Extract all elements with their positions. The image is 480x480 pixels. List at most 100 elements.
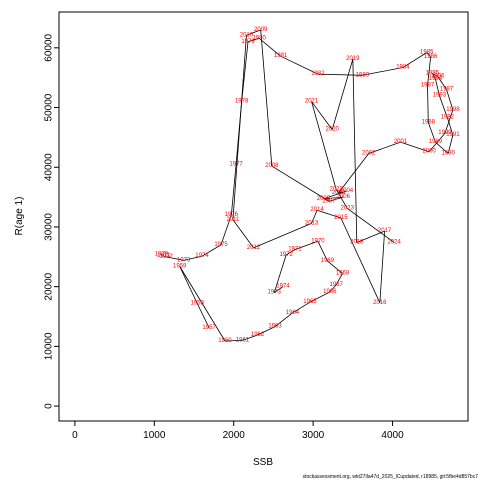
trajectory-segment	[431, 73, 436, 80]
year-label: 1988	[422, 119, 436, 125]
trajectory-segment-early	[196, 303, 210, 329]
trajectory-segment-early	[317, 241, 328, 262]
year-label: 1969	[321, 258, 335, 264]
year-label: 1994	[429, 76, 443, 82]
year-label: 1990	[441, 151, 455, 157]
year-label: 2014	[310, 207, 324, 213]
trajectory-segment	[230, 164, 237, 216]
x-tick-label: 2000	[223, 430, 246, 441]
year-label: 2019	[346, 56, 360, 62]
year-label: 1983	[356, 72, 370, 78]
footnote: stockassessment.org, wkt27Ila47d_2025_lC…	[303, 474, 479, 480]
year-label: 2022	[329, 186, 343, 192]
trajectory-segment-early	[257, 326, 276, 336]
trajectory-segment	[426, 52, 431, 58]
trajectory-segment	[435, 78, 440, 96]
year-label: 1972	[160, 254, 174, 260]
trajectory-segment	[427, 85, 429, 123]
x-tick-label: 1000	[143, 430, 166, 441]
x-axis-label: SSB	[253, 457, 273, 468]
year-label: 1958	[191, 300, 205, 306]
year-label: 1975	[214, 242, 228, 248]
year-label: 1992	[441, 115, 455, 121]
year-label: 2013	[305, 220, 319, 226]
year-label: 1973	[268, 290, 282, 296]
trajectory-segment	[311, 101, 337, 190]
year-label: 1980	[252, 35, 266, 41]
year-label: 2023	[341, 205, 355, 211]
trajectory-segment	[402, 52, 427, 68]
trajectory-segment-early	[335, 273, 343, 286]
x-tick-label: 4000	[381, 430, 404, 441]
trajectory-segment-early	[242, 334, 258, 341]
trajectory-segment	[253, 222, 312, 249]
year-label: 2007	[322, 198, 336, 204]
year-label: 1974	[276, 284, 290, 290]
trajectory-segment-early	[327, 260, 343, 274]
year-label: 2001	[394, 139, 408, 145]
year-label: 2018	[350, 239, 364, 245]
x-tick-label: 3000	[302, 430, 325, 441]
year-label: 1960	[218, 338, 232, 344]
year-label: 2016	[373, 300, 387, 306]
trajectory-segment	[311, 101, 333, 130]
trajectory-segment-early	[179, 266, 226, 342]
trajectory-segment	[166, 256, 184, 261]
year-labels: 1970197119721973197419751976197719781979…	[155, 27, 460, 344]
year-label: 1965	[303, 299, 317, 305]
year-label: 1986	[424, 54, 438, 60]
year-label: 2012	[247, 245, 261, 251]
year-label: 1966	[323, 289, 337, 295]
year-label: 1970	[311, 238, 325, 244]
trajectory-segment	[220, 214, 232, 245]
year-label: 2024	[387, 239, 401, 245]
year-label: 2005	[317, 196, 331, 202]
trajectory-segment	[356, 230, 385, 243]
trajectory-segment	[427, 122, 436, 143]
year-label: 1977	[229, 161, 243, 167]
trajectory-segment	[335, 189, 348, 209]
year-label: 1989	[429, 139, 443, 145]
year-label: 1971	[288, 247, 302, 253]
year-label: 1997	[440, 87, 454, 93]
year-label: 2000	[422, 149, 436, 155]
year-label: 1995	[426, 70, 440, 76]
trajectory-segment	[247, 37, 260, 43]
y-tick-label: 0	[44, 403, 55, 409]
trajectory-segment	[201, 244, 222, 257]
year-label: 1981	[274, 53, 288, 59]
year-label: 1974	[195, 253, 209, 259]
trajectory-segment	[447, 134, 454, 154]
trajectory-segment-early	[309, 291, 330, 303]
y-axis-label: R(age 1)	[14, 197, 25, 236]
trajectory-segment	[439, 95, 448, 118]
trajectory-segment	[340, 217, 381, 303]
trajectory-segment	[241, 41, 249, 102]
trajectory-segment	[323, 190, 347, 200]
year-label: 2008	[265, 163, 279, 169]
y-tick-label: 30000	[44, 213, 55, 241]
year-label: 2003	[332, 190, 346, 196]
year-label: 2021	[305, 99, 319, 105]
year-label: 2010	[240, 32, 254, 38]
year-label: 2017	[378, 228, 392, 234]
year-label: 1979	[241, 39, 255, 45]
year-label: 1985	[420, 50, 434, 56]
trajectory-segment	[317, 73, 363, 76]
year-label: 1982	[311, 71, 325, 77]
y-tick-label: 40000	[44, 153, 55, 181]
year-label: 1964	[286, 310, 300, 316]
trajectory-segment-early	[179, 266, 198, 304]
trajectory-segment	[427, 56, 432, 86]
trajectory-segment	[437, 76, 447, 90]
year-label: 1993	[433, 93, 447, 99]
trajectory-segment	[183, 255, 203, 261]
trajectory-segment	[446, 117, 454, 136]
trajectory-segment	[258, 37, 281, 57]
trajectory-segment	[444, 109, 454, 134]
trajectory-segment	[400, 141, 430, 153]
year-label: 2004	[340, 188, 354, 194]
trajectory-segment	[232, 35, 247, 220]
trajectory-segment	[347, 208, 395, 243]
trajectory-lines	[161, 29, 454, 342]
